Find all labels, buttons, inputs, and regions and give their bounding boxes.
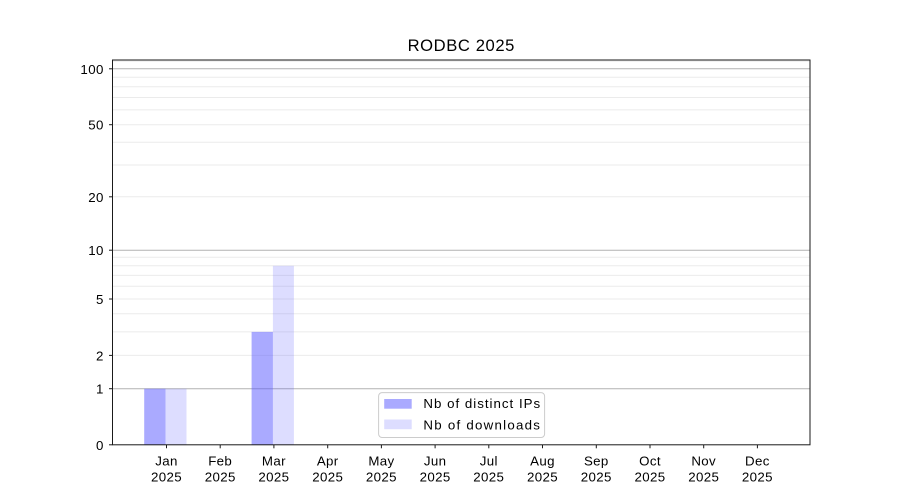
svg-text:2025: 2025 — [635, 470, 666, 485]
svg-text:2025: 2025 — [420, 470, 451, 485]
svg-text:May: May — [368, 454, 394, 469]
svg-text:10: 10 — [88, 243, 104, 258]
svg-text:Oct: Oct — [639, 454, 661, 469]
svg-text:Jan: Jan — [155, 454, 178, 469]
svg-text:Jul: Jul — [480, 454, 498, 469]
svg-text:Sep: Sep — [584, 454, 609, 469]
svg-text:Nb of downloads: Nb of downloads — [423, 417, 541, 432]
svg-text:Feb: Feb — [208, 454, 232, 469]
svg-text:20: 20 — [88, 190, 104, 205]
svg-text:Nov: Nov — [691, 454, 716, 469]
svg-text:5: 5 — [96, 292, 104, 307]
svg-text:Dec: Dec — [745, 454, 770, 469]
svg-text:Mar: Mar — [262, 454, 286, 469]
svg-text:100: 100 — [80, 62, 103, 77]
svg-text:2025: 2025 — [151, 470, 182, 485]
svg-text:2025: 2025 — [581, 470, 612, 485]
svg-text:2025: 2025 — [688, 470, 719, 485]
svg-text:Aug: Aug — [530, 454, 555, 469]
svg-text:2: 2 — [96, 348, 104, 363]
svg-text:0: 0 — [96, 438, 104, 453]
svg-text:50: 50 — [88, 118, 104, 133]
svg-text:2025: 2025 — [473, 470, 504, 485]
svg-text:2025: 2025 — [312, 470, 343, 485]
svg-text:2025: 2025 — [527, 470, 558, 485]
svg-text:2025: 2025 — [742, 470, 773, 485]
svg-text:2025: 2025 — [366, 470, 397, 485]
svg-text:2025: 2025 — [205, 470, 236, 485]
svg-text:Apr: Apr — [317, 454, 339, 469]
svg-text:2025: 2025 — [258, 470, 289, 485]
svg-text:Jun: Jun — [424, 454, 447, 469]
svg-text:1: 1 — [96, 382, 104, 397]
svg-text:Nb of distinct IPs: Nb of distinct IPs — [423, 396, 541, 411]
svg-text:RODBC 2025: RODBC 2025 — [408, 36, 515, 55]
